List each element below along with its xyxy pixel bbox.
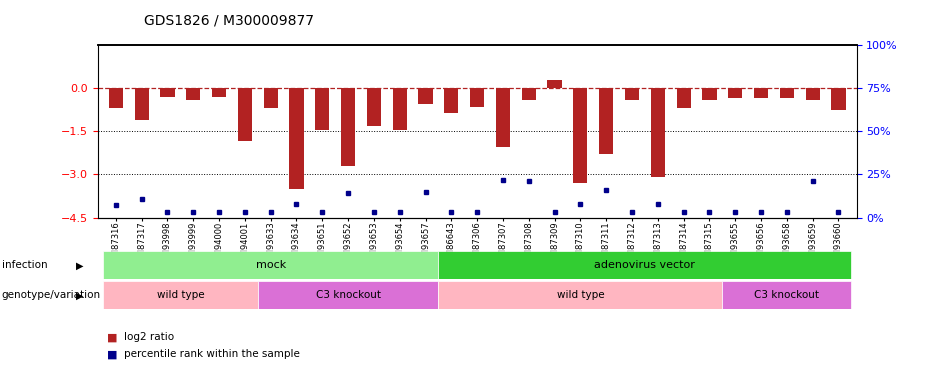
Bar [599,88,614,154]
Bar [521,88,536,100]
Bar [160,88,174,97]
Bar [780,88,794,98]
Text: log2 ratio: log2 ratio [124,333,174,342]
Bar [728,88,742,98]
Text: C3 knockout: C3 knockout [316,290,381,300]
Bar [547,80,561,88]
Bar [367,88,381,126]
Text: ■: ■ [107,333,117,342]
Bar [212,88,226,97]
Text: adenovirus vector: adenovirus vector [595,260,695,270]
Text: ▶: ▶ [76,261,84,270]
Bar [722,281,851,309]
Bar [290,88,304,189]
Bar [186,88,200,100]
Bar [341,88,356,166]
Bar [702,88,717,100]
Text: infection: infection [2,261,47,270]
Bar [316,88,330,130]
Bar [393,88,407,130]
Text: wild type: wild type [156,290,204,300]
Bar [103,251,439,279]
Bar [831,88,845,110]
Bar [625,88,639,100]
Bar [573,88,587,183]
Text: wild type: wild type [557,290,604,300]
Bar [754,88,768,98]
Text: GDS1826 / M300009877: GDS1826 / M300009877 [144,13,315,27]
Bar [237,88,252,141]
Text: genotype/variation: genotype/variation [2,291,101,300]
Text: mock: mock [255,260,286,270]
Bar [439,281,722,309]
Bar [651,88,665,177]
Bar [258,281,439,309]
Bar [677,88,691,108]
Text: C3 knockout: C3 knockout [754,290,819,300]
Bar [805,88,819,100]
Bar [109,88,123,108]
Text: ▶: ▶ [76,291,84,300]
Bar [444,88,458,112]
Bar [103,281,258,309]
Text: percentile rank within the sample: percentile rank within the sample [124,350,300,359]
Bar [496,88,510,147]
Text: ■: ■ [107,350,117,359]
Bar [470,88,484,107]
Bar [135,88,149,120]
Bar [439,251,851,279]
Bar [418,88,433,104]
Bar [263,88,277,108]
